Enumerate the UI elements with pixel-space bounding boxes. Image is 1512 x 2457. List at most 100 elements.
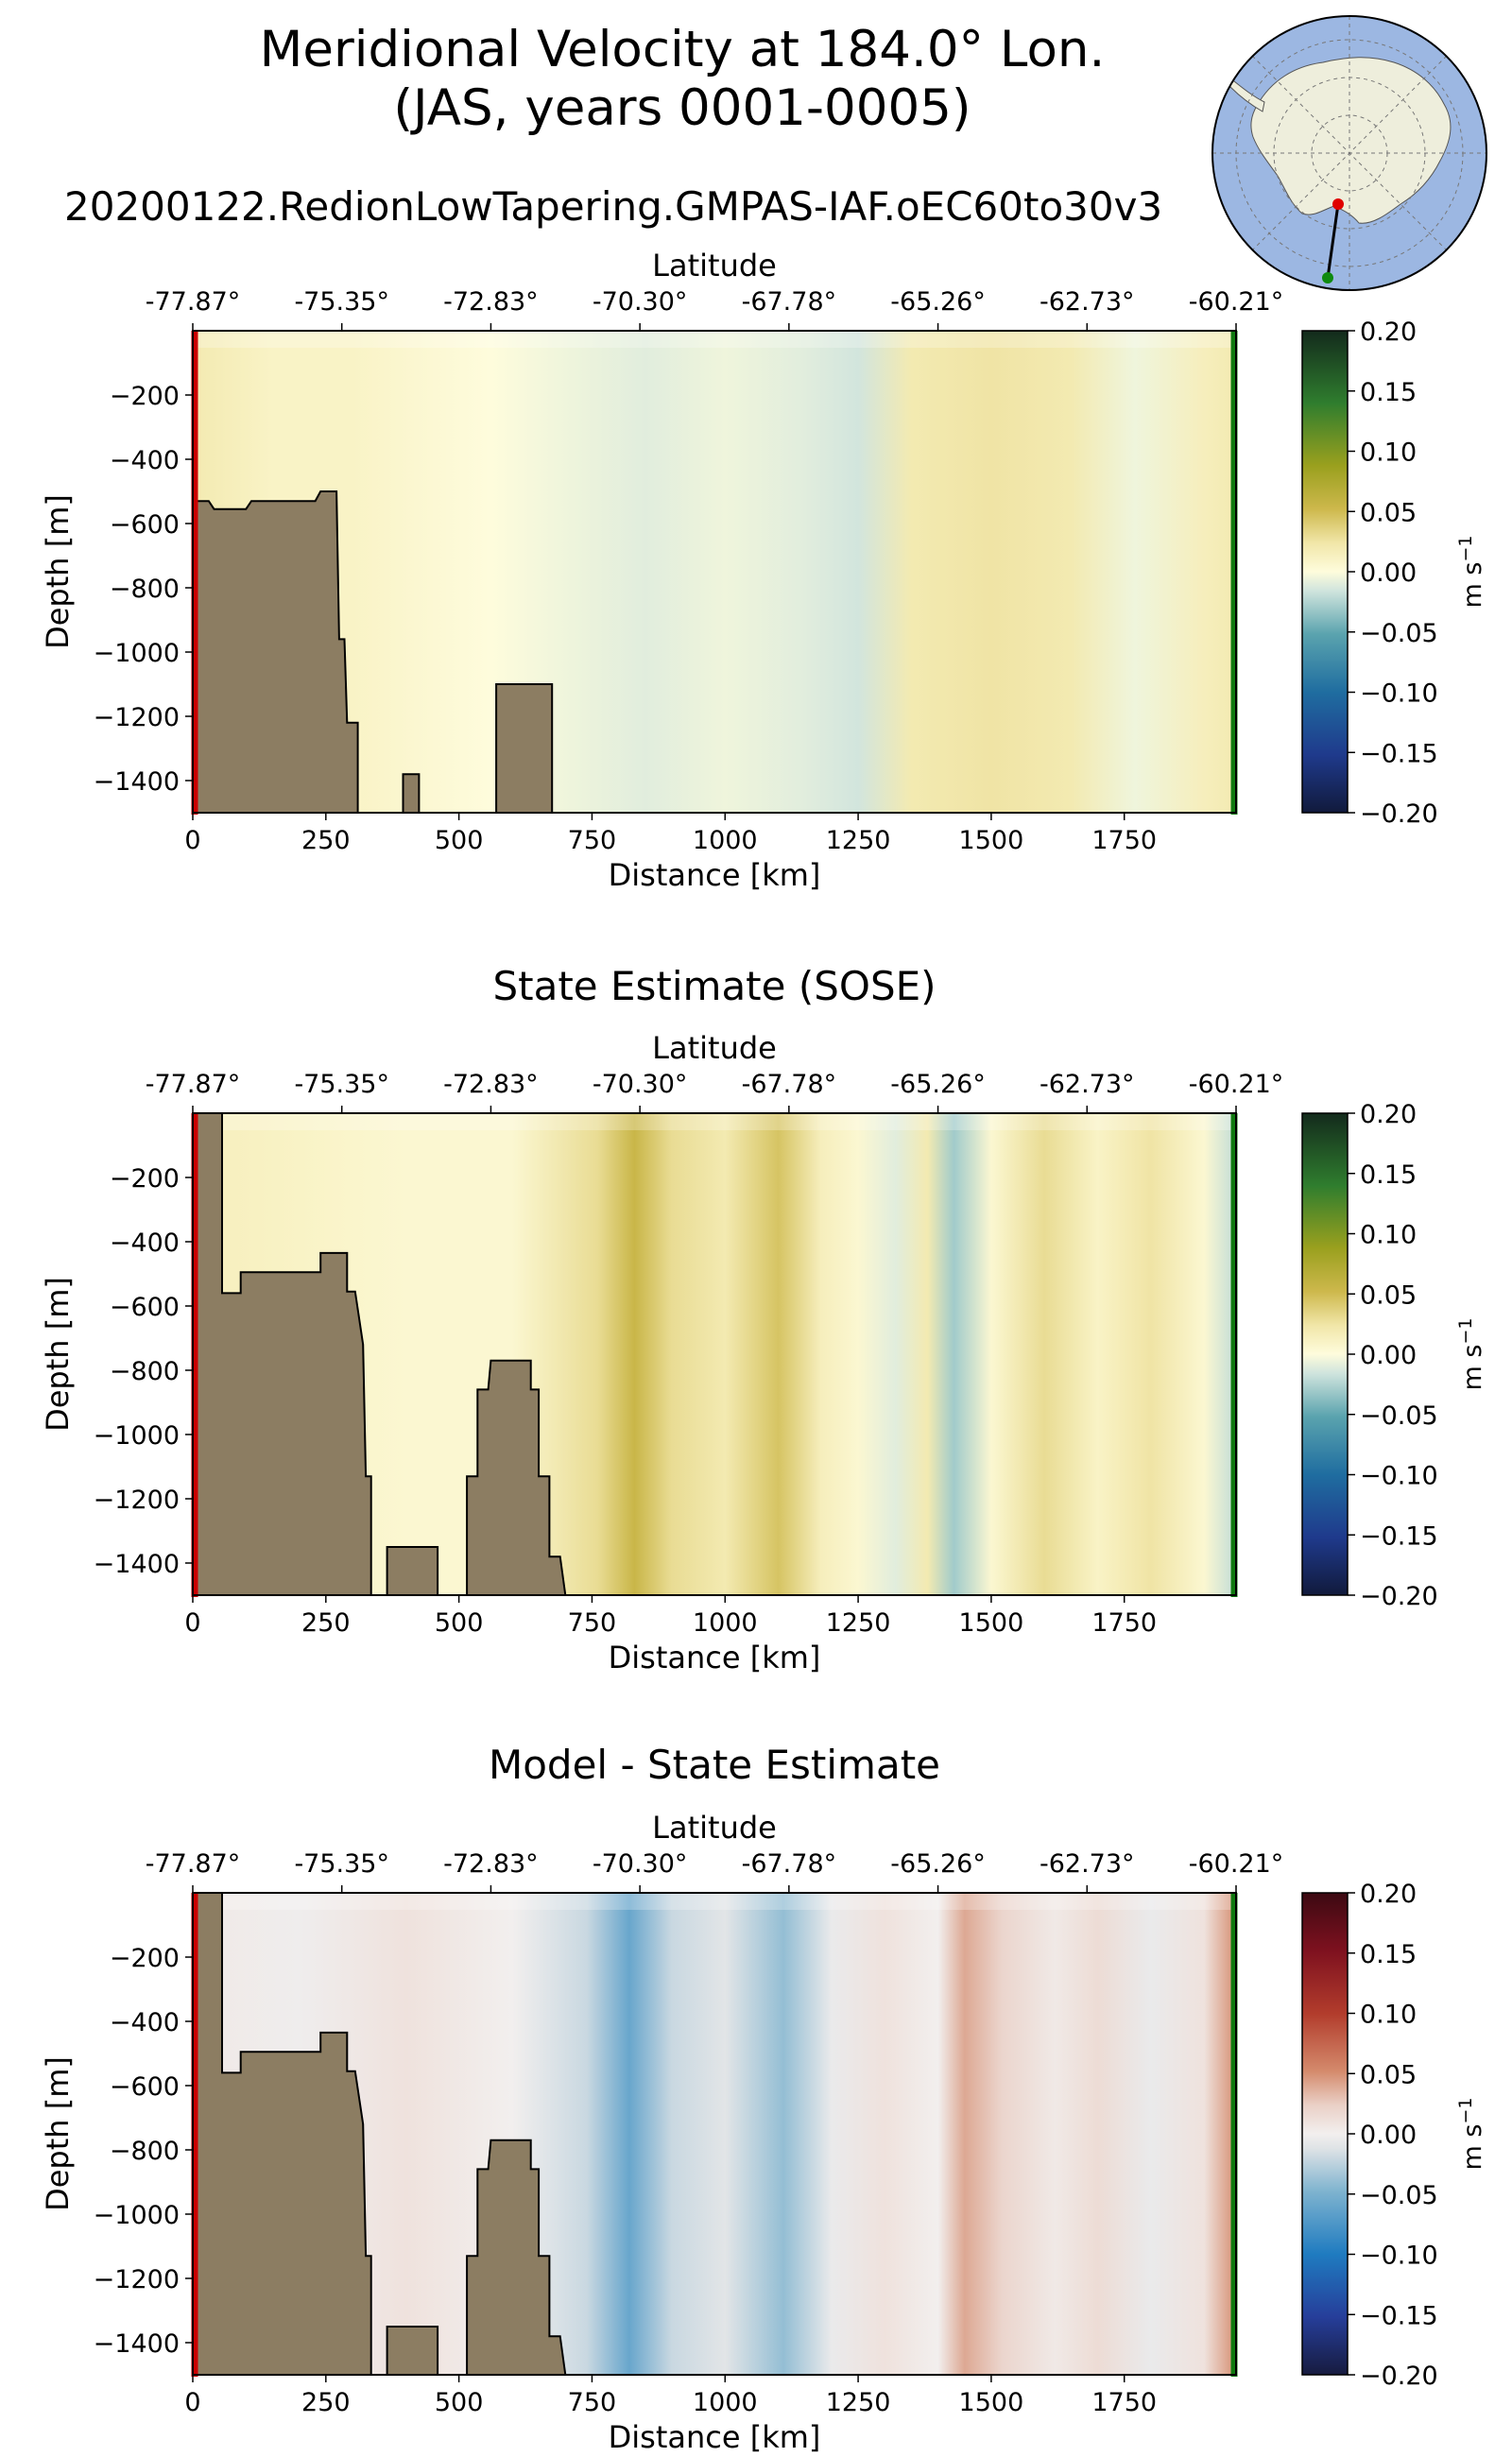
y-tick-label: −1400 [94,767,180,797]
colorbar-tick-label: −0.20 [1360,2362,1438,2391]
lat-tick-label: -77.87° [146,1070,241,1099]
colorbar [1301,330,1349,814]
x-tick-label: 1500 [959,2388,1024,2417]
colorbar-tick-label: 0.05 [1360,498,1417,527]
y-tick-label: −400 [110,446,180,475]
colorbar [1301,1112,1349,1596]
surface-layer [193,1113,1236,1130]
colorbar-tick-label: −0.05 [1360,2181,1438,2210]
bathymetry-land [192,331,554,814]
colorbar-tick-label: −0.10 [1360,2242,1438,2271]
colorbar-tick-label: 0.10 [1360,438,1417,468]
colorbar-tick-label: 0.00 [1360,558,1417,588]
x-tick-label: 1500 [959,1608,1024,1638]
colorbar-tick-label: −0.10 [1360,1462,1438,1491]
y-tick-label: −600 [110,2072,180,2102]
x-tick-label: 0 [184,1608,200,1638]
lat-tick-label: -65.26° [890,1070,986,1099]
colorbar-tick-label: 0.15 [1360,1940,1417,1969]
lat-tick-label: -67.78° [742,1070,837,1099]
x-axis-label: Distance [km] [609,857,821,893]
x-tick-label: 1250 [826,826,891,855]
y-tick-label: −1200 [94,703,180,732]
y-tick-label: −400 [110,1228,180,1258]
plot-frame [192,330,1237,814]
x-tick-label: 250 [301,1608,351,1638]
colorbar-tick-label: 0.00 [1360,1341,1417,1370]
transect-end-marker [1322,272,1333,284]
y-axis-label: Depth [m] [40,2056,76,2211]
x-tick-label: 1750 [1091,2388,1157,2417]
y-tick-label: −200 [110,1164,180,1194]
x-tick-label: 500 [435,1608,484,1638]
x-tick-label: 750 [568,826,617,855]
colorbar-tick-label: −0.20 [1360,799,1438,829]
x-tick-label: 1750 [1091,1608,1157,1638]
colorbar [1301,1892,1349,2376]
x-tick-label: 1250 [826,2388,891,2417]
y-tick-label: −800 [110,1357,180,1386]
inset-map [1211,15,1487,291]
top-axis-label: Latitude [652,248,777,284]
lat-tick-label: -77.87° [146,1849,241,1879]
colorbar-tick-label: 0.05 [1360,2060,1417,2089]
x-tick-label: 500 [435,2388,484,2417]
x-tick-label: 750 [568,1608,617,1638]
lat-tick-label: -62.73° [1040,1070,1135,1099]
lat-tick-label: -67.78° [742,287,837,317]
x-tick-label: 0 [184,2388,200,2417]
colorbar-label: m s−1 [1455,1318,1487,1391]
lat-tick-label: -60.21° [1189,1849,1284,1879]
surface-layer [193,331,1236,348]
lat-tick-label: -72.83° [443,1849,539,1879]
lat-tick-label: -65.26° [890,287,986,317]
y-tick-label: −200 [110,382,180,411]
transect-line [1326,203,1340,279]
x-tick-label: 250 [301,2388,351,2417]
lat-tick-label: -70.30° [593,1849,688,1879]
x-axis-label: Distance [km] [609,1640,821,1675]
lat-tick-label: -77.87° [146,287,241,317]
x-tick-label: 1000 [693,826,758,855]
transect-start-marker [1332,198,1344,210]
y-tick-label: −1000 [94,639,180,668]
x-tick-label: 0 [184,826,200,855]
y-axis-label: Depth [m] [40,494,76,649]
y-tick-label: −600 [110,1293,180,1322]
colorbar-tick-label: 0.10 [1360,1221,1417,1250]
colorbar-tick-label: 0.20 [1360,1100,1417,1129]
top-axis-label: Latitude [652,1810,777,1846]
surface-layer [193,1893,1236,1910]
colorbar-tick-label: 0.20 [1360,318,1417,347]
y-tick-label: −800 [110,575,180,604]
colorbar-tick-label: −0.10 [1360,679,1438,709]
figure-title-line2: (JAS, years 0001-0005) [393,79,971,137]
panel-title: Model - State Estimate [489,1742,940,1788]
x-tick-label: 750 [568,2388,617,2417]
y-tick-label: −200 [110,1944,180,1973]
lat-tick-label: -70.30° [593,287,688,317]
colorbar-tick-label: −0.15 [1360,2301,1438,2330]
y-tick-label: −1200 [94,1486,180,1515]
run-name-title: 20200122.RedionLowTapering.GMPAS-IAF.oEC… [64,183,1162,230]
map-graticule [1212,16,1486,290]
lat-tick-label: -70.30° [593,1070,688,1099]
lat-tick-label: -75.35° [294,1070,389,1099]
x-tick-label: 1750 [1091,826,1157,855]
x-tick-label: 500 [435,826,484,855]
plot-frame [192,1892,1237,2376]
panel-3: Model - State Estimate 0 250 500 750 1000 1250… [40,1742,1487,2455]
x-tick-label: 1500 [959,826,1024,855]
lat-tick-label: -60.21° [1189,287,1284,317]
y-tick-label: −1400 [94,2329,180,2359]
x-tick-label: 250 [301,826,351,855]
bathymetry-land [192,1892,567,2376]
colorbar-tick-label: −0.05 [1360,1401,1438,1431]
y-tick-label: −1200 [94,2265,180,2294]
lat-tick-label: -60.21° [1189,1070,1284,1099]
lat-tick-label: -62.73° [1040,287,1135,317]
velocity-field [193,331,1236,813]
top-axis-label: Latitude [652,1030,777,1066]
x-tick-label: 1000 [693,1608,758,1638]
lat-tick-label: -65.26° [890,1849,986,1879]
